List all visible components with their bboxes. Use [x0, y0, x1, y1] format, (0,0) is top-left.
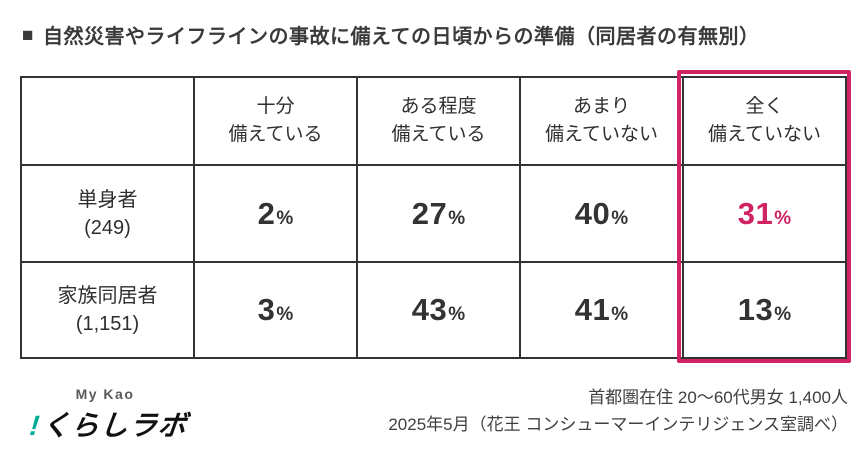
- col-header-line2: 備えていない: [544, 124, 659, 145]
- percent-sign: %: [611, 304, 629, 325]
- percent-value: 31: [737, 195, 774, 231]
- col-header-line2: 備えている: [228, 124, 323, 145]
- percent-value: 41: [574, 292, 611, 327]
- value-cell: 3%: [193, 261, 358, 359]
- title-square-icon: ■: [22, 25, 34, 46]
- kurashi-labo-wordmark: !くらしラボ: [28, 404, 189, 444]
- percent-value: 13: [737, 292, 774, 327]
- table-row-family: 家族同居者 (1,151) 3% 43% 41% 13%: [20, 261, 847, 359]
- percent-sign: %: [611, 207, 629, 229]
- percent-sign: %: [774, 304, 792, 325]
- percent-value: 2: [257, 195, 276, 231]
- row-label-text: 単身者: [77, 188, 138, 211]
- row-label-text: 家族同居者: [57, 285, 158, 307]
- col-header-fully-prepared: 十分 備えている: [193, 76, 358, 166]
- my-kao-wordmark: My Kao: [75, 386, 135, 402]
- survey-result-table: 十分 備えている ある程度 備えている あまり 備えていない 全く 備えていない: [20, 76, 847, 359]
- col-header-not-really-prepared: あまり 備えていない: [519, 76, 684, 166]
- percent-sign: %: [448, 207, 466, 229]
- percent-sign: %: [276, 304, 294, 325]
- percent-sign: %: [276, 207, 294, 229]
- col-header-not-at-all-prepared: 全く 備えていない: [682, 76, 847, 166]
- row-sample-size: (1,151): [75, 313, 140, 335]
- value-cell: 40%: [519, 164, 684, 263]
- page-title-text: 自然災害やライフラインの事故に備えての日頃からの準備（同居者の有無別）: [42, 26, 760, 48]
- header-row: 十分 備えている ある程度 備えている あまり 備えていない 全く 備えていない: [20, 76, 847, 166]
- row-label-family: 家族同居者 (1,151): [20, 261, 195, 359]
- survey-source-note: 首都圏在住 20〜60代男女 1,400人 2025年5月（花王 コンシューマー…: [388, 384, 848, 438]
- corner-cell: [20, 76, 195, 166]
- percent-value: 27: [411, 195, 448, 231]
- value-cell-emphasized: 31%: [682, 164, 847, 263]
- col-header-line2: 備えていない: [707, 124, 822, 145]
- row-label-single: 単身者 (249): [20, 164, 195, 263]
- col-header-line1: ある程度: [400, 96, 477, 118]
- row-sample-size: (249): [84, 216, 131, 239]
- col-header-somewhat-prepared: ある程度 備えている: [356, 76, 521, 166]
- percent-value: 43: [411, 292, 448, 327]
- survey-sample-line: 首都圏在住 20〜60代男女 1,400人: [588, 388, 848, 407]
- percent-value: 3: [257, 292, 276, 327]
- preparedness-table: 十分 備えている ある程度 備えている あまり 備えていない 全く 備えていない: [20, 76, 847, 359]
- page-title: ■ 自然災害やライフラインの事故に備えての日頃からの準備（同居者の有無別）: [22, 20, 759, 49]
- percent-value: 40: [574, 195, 611, 231]
- value-cell: 2%: [193, 164, 358, 263]
- percent-sign: %: [448, 304, 466, 325]
- value-cell: 27%: [356, 164, 521, 263]
- percent-sign: %: [774, 207, 792, 229]
- logo-name-text: くらしラボ: [40, 410, 189, 441]
- value-cell: 41%: [519, 261, 684, 359]
- table-row-single: 単身者 (249) 2% 27% 40% 31%: [20, 164, 847, 263]
- col-header-line1: 十分: [256, 96, 295, 118]
- value-cell: 43%: [356, 261, 521, 359]
- col-header-line1: 全く: [745, 96, 784, 118]
- col-header-line2: 備えている: [391, 124, 486, 145]
- value-cell: 13%: [682, 261, 847, 359]
- col-header-line1: あまり: [572, 96, 630, 118]
- my-kao-kurashi-labo-logo: My Kao !くらしラボ: [28, 386, 189, 444]
- survey-credit-line: 2025年5月（花王 コンシューマーインテリジェンス室調べ）: [388, 415, 848, 434]
